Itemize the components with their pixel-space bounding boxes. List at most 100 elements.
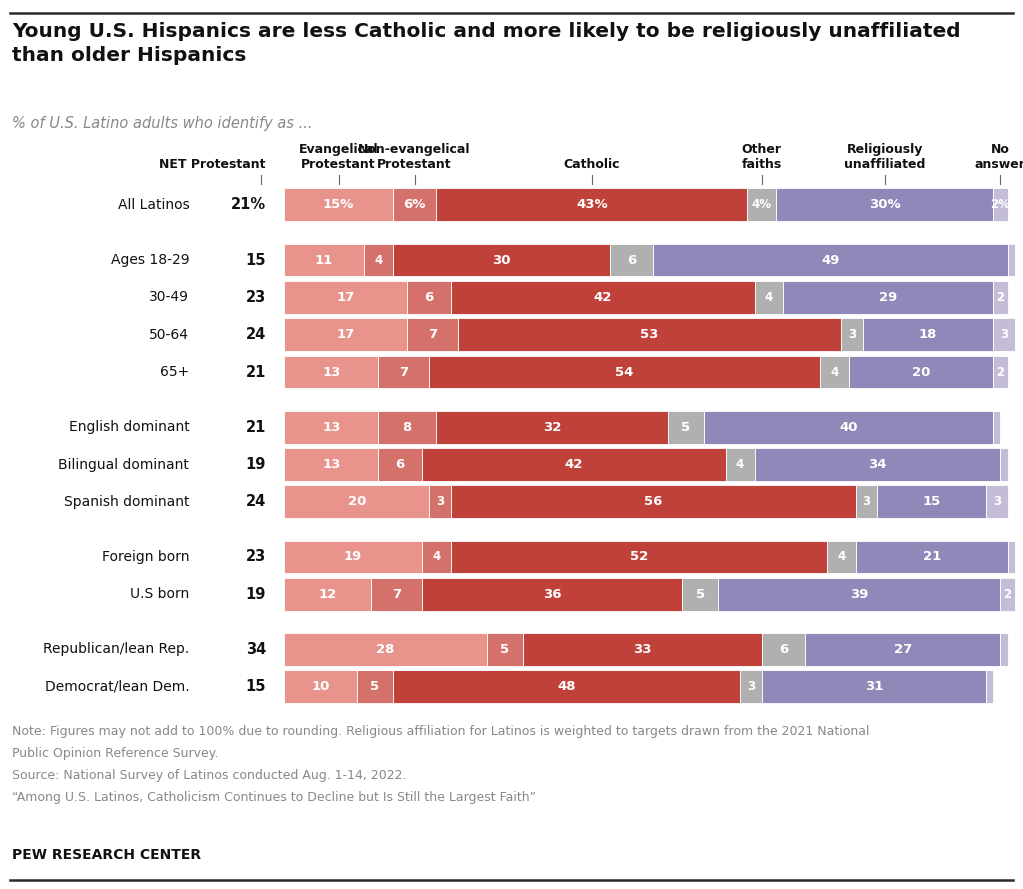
Text: English dominant: English dominant <box>69 420 189 434</box>
Bar <box>704 411 993 444</box>
Text: 12: 12 <box>319 588 337 601</box>
Bar <box>762 670 986 703</box>
Text: 39: 39 <box>850 588 869 601</box>
Bar <box>284 244 364 276</box>
Text: 6: 6 <box>779 643 788 656</box>
Bar <box>284 281 407 314</box>
Bar <box>993 318 1015 351</box>
Bar <box>682 578 718 611</box>
Text: 54: 54 <box>615 365 633 379</box>
Text: 18: 18 <box>919 328 937 341</box>
Bar <box>364 244 393 276</box>
Bar <box>451 281 755 314</box>
Text: 20: 20 <box>911 365 930 379</box>
Text: No
answer: No answer <box>975 143 1023 171</box>
Bar <box>986 670 993 703</box>
Text: Democrat/lean Dem.: Democrat/lean Dem. <box>45 680 189 693</box>
Bar <box>429 356 819 388</box>
Text: 34: 34 <box>869 458 887 471</box>
Bar <box>1008 244 1015 276</box>
Bar <box>878 485 986 518</box>
Text: 3: 3 <box>992 495 1000 509</box>
Text: 3: 3 <box>436 495 444 509</box>
Text: NET Protestant: NET Protestant <box>160 157 266 171</box>
Text: 3: 3 <box>999 328 1008 341</box>
Text: Note: Figures may not add to 100% due to rounding. Religious affiliation for Lat: Note: Figures may not add to 100% due to… <box>12 725 870 738</box>
Bar <box>284 578 371 611</box>
Text: 32: 32 <box>543 420 562 434</box>
Text: 21: 21 <box>246 420 266 435</box>
Bar <box>393 244 610 276</box>
Text: 3: 3 <box>862 495 871 509</box>
Text: Foreign born: Foreign born <box>101 550 189 564</box>
Bar <box>284 541 421 573</box>
Text: 50-64: 50-64 <box>149 328 189 341</box>
Bar <box>458 318 841 351</box>
Bar <box>436 411 668 444</box>
Bar <box>848 356 993 388</box>
Text: 52: 52 <box>630 550 648 564</box>
Text: 4: 4 <box>765 291 773 304</box>
Text: 29: 29 <box>879 291 897 304</box>
Bar <box>827 541 856 573</box>
Bar <box>863 318 993 351</box>
Text: 21: 21 <box>923 550 941 564</box>
Bar <box>784 281 993 314</box>
Text: 11: 11 <box>315 253 333 267</box>
Text: 15: 15 <box>923 495 941 509</box>
Bar <box>841 318 863 351</box>
Text: 6: 6 <box>627 253 636 267</box>
Bar <box>755 281 784 314</box>
Text: Source: National Survey of Latinos conducted Aug. 1-14, 2022.: Source: National Survey of Latinos condu… <box>12 769 407 782</box>
Bar <box>379 411 436 444</box>
Bar <box>718 578 1000 611</box>
Bar <box>436 188 747 221</box>
Bar <box>993 281 1008 314</box>
Bar <box>421 578 682 611</box>
Text: 24: 24 <box>246 327 266 342</box>
Text: 15%: 15% <box>323 198 354 212</box>
Text: 20: 20 <box>348 495 366 509</box>
Text: 42: 42 <box>593 291 612 304</box>
Text: 17: 17 <box>337 291 355 304</box>
Text: 56: 56 <box>644 495 663 509</box>
Bar <box>357 670 393 703</box>
Text: 5: 5 <box>500 643 509 656</box>
Text: 2: 2 <box>996 365 1005 379</box>
Text: 24: 24 <box>246 494 266 509</box>
Text: 3: 3 <box>848 328 856 341</box>
Bar <box>993 188 1008 221</box>
Text: 27: 27 <box>894 643 911 656</box>
Text: 65+: 65+ <box>160 365 189 379</box>
Bar <box>393 188 436 221</box>
Text: 30-49: 30-49 <box>149 291 189 304</box>
Text: 42: 42 <box>565 458 583 471</box>
Text: 8: 8 <box>403 420 412 434</box>
Bar <box>284 411 379 444</box>
Bar <box>856 485 878 518</box>
Text: Young U.S. Hispanics are less Catholic and more likely to be religiously unaffil: Young U.S. Hispanics are less Catholic a… <box>12 22 961 65</box>
Text: 5: 5 <box>681 420 691 434</box>
Bar <box>740 670 762 703</box>
Text: 43%: 43% <box>576 198 608 212</box>
Bar <box>379 448 421 481</box>
Text: 10: 10 <box>311 680 329 693</box>
Text: 48: 48 <box>558 680 576 693</box>
Text: 13: 13 <box>322 420 341 434</box>
Bar <box>487 633 523 666</box>
Text: 6%: 6% <box>403 198 426 212</box>
Text: 3: 3 <box>747 680 755 693</box>
Text: 28: 28 <box>376 643 395 656</box>
Text: 4: 4 <box>837 550 845 564</box>
Bar <box>755 448 1000 481</box>
Text: U.S born: U.S born <box>130 588 189 601</box>
Text: 6: 6 <box>396 458 405 471</box>
Text: 15: 15 <box>246 679 266 694</box>
Text: Evangelical
Protestant: Evangelical Protestant <box>299 143 379 171</box>
Text: 40: 40 <box>839 420 858 434</box>
Bar <box>610 244 654 276</box>
Bar <box>407 318 458 351</box>
Bar <box>1000 633 1008 666</box>
Bar <box>284 318 407 351</box>
Bar <box>993 356 1008 388</box>
